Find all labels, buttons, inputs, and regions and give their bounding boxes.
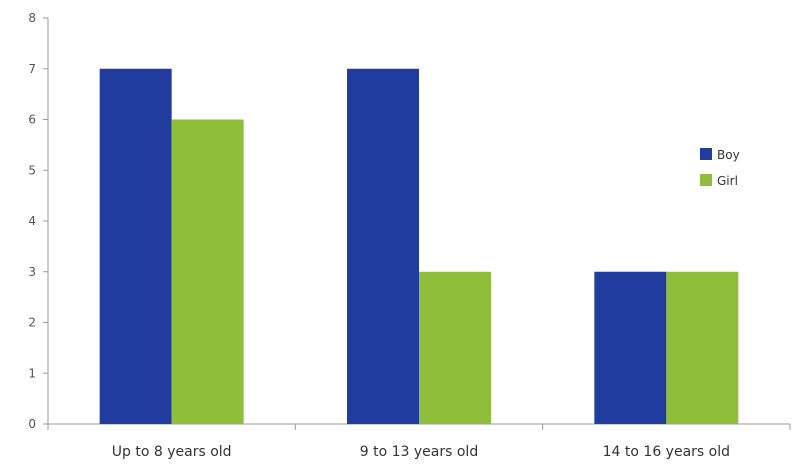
y-tick-label: 6: [28, 113, 36, 127]
y-tick-label: 7: [28, 62, 36, 76]
bar-girl-2: [666, 271, 739, 424]
y-tick-label: 8: [28, 11, 36, 25]
y-tick-label: 4: [28, 214, 36, 228]
legend-box: [692, 136, 762, 198]
legend-swatch-girl: [700, 174, 712, 186]
legend-swatch-boy: [700, 148, 712, 160]
x-category-label: 9 to 13 years old: [360, 444, 478, 460]
x-category-label: 14 to 16 years old: [603, 444, 730, 460]
x-category-label: Up to 8 years old: [112, 444, 232, 460]
bar-boy-0: [99, 68, 172, 424]
y-tick-label: 0: [28, 417, 36, 431]
bar-girl-0: [171, 119, 244, 424]
bars-layer: [99, 68, 739, 424]
legend-label-boy: Boy: [717, 148, 740, 162]
y-tick-label: 5: [28, 163, 36, 177]
bar-boy-1: [347, 68, 419, 424]
y-tick-label: 1: [28, 366, 36, 380]
legend-label-girl: Girl: [717, 174, 738, 188]
labels-layer: 0 1 2 3 4 5 6 7 8 Up to 8 years old 9 to 13 years …: [28, 11, 730, 460]
y-tick-label: 3: [28, 265, 36, 279]
legend: Boy Girl: [692, 136, 762, 198]
y-tick-label: 2: [28, 316, 36, 330]
bar-girl-1: [419, 271, 491, 424]
bar-boy-2: [594, 271, 667, 424]
